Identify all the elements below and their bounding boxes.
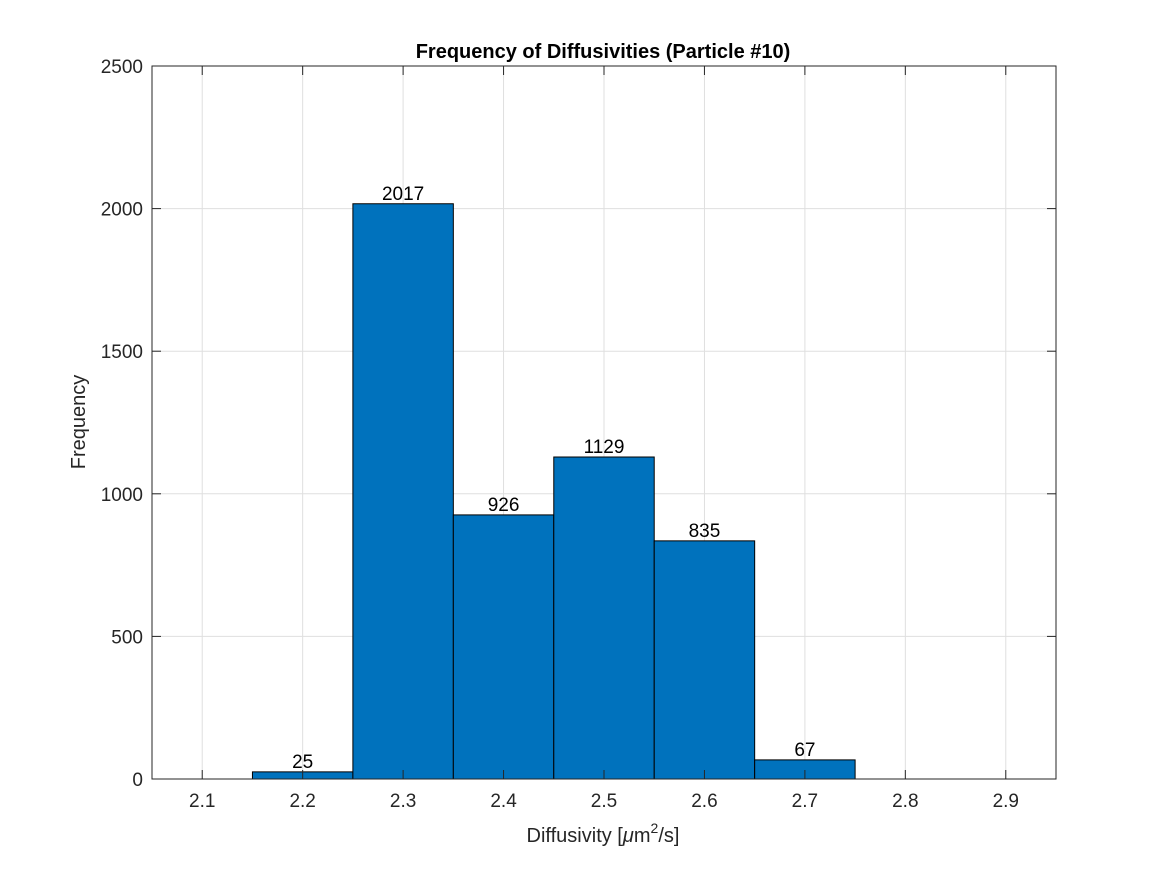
x-axis-title-sup: 2 xyxy=(651,820,659,836)
y-tick-label: 2500 xyxy=(101,57,143,78)
bar-value-label: 67 xyxy=(794,740,815,761)
x-axis-title-unit: m xyxy=(634,825,651,847)
x-tick-label: 2.4 xyxy=(490,791,517,812)
x-tick-label: 2.7 xyxy=(792,791,818,812)
x-tick-label: 2.5 xyxy=(591,791,617,812)
bar xyxy=(653,540,756,780)
bar xyxy=(452,514,555,780)
x-tick-label: 2.3 xyxy=(390,791,416,812)
bar xyxy=(553,456,655,780)
ticks-group: 2.1 2.2 2.3 2.4 2.5 2.6 2.7 2.8 2.9 0 500 1000 1500 2… xyxy=(101,57,1056,812)
bar-value-label: 926 xyxy=(488,495,520,516)
x-tick-label: 2.1 xyxy=(189,791,215,812)
bar xyxy=(352,203,454,780)
x-axis-title-mu: μ xyxy=(622,825,634,847)
bar-value-label: 1129 xyxy=(584,437,625,458)
bar-value-label: 2017 xyxy=(382,184,424,205)
y-axis-title: Frequency xyxy=(68,375,90,470)
bars-group xyxy=(251,203,856,780)
x-axis-title: Diffusivity [μm2/s] xyxy=(527,820,680,847)
y-tick-label: 500 xyxy=(111,627,143,648)
y-tick-label: 0 xyxy=(132,770,143,791)
y-tick-label: 1000 xyxy=(101,485,143,506)
y-tick-label: 1500 xyxy=(101,342,143,363)
x-tick-label: 2.8 xyxy=(892,791,918,812)
x-axis-title-prefix: Diffusivity [ xyxy=(527,825,624,847)
chart-title: Frequency of Diffusivities (Particle #10… xyxy=(416,41,791,63)
x-tick-label: 2.9 xyxy=(993,791,1019,812)
bar-value-label: 25 xyxy=(292,752,313,773)
data-labels-group: 25 2017 926 1129 835 67 xyxy=(292,184,815,773)
x-tick-label: 2.6 xyxy=(691,791,717,812)
x-tick-label: 2.2 xyxy=(289,791,315,812)
y-tick-label: 2000 xyxy=(101,200,143,221)
x-axis-title-suffix: /s] xyxy=(658,825,679,847)
bar-value-label: 835 xyxy=(689,521,721,542)
